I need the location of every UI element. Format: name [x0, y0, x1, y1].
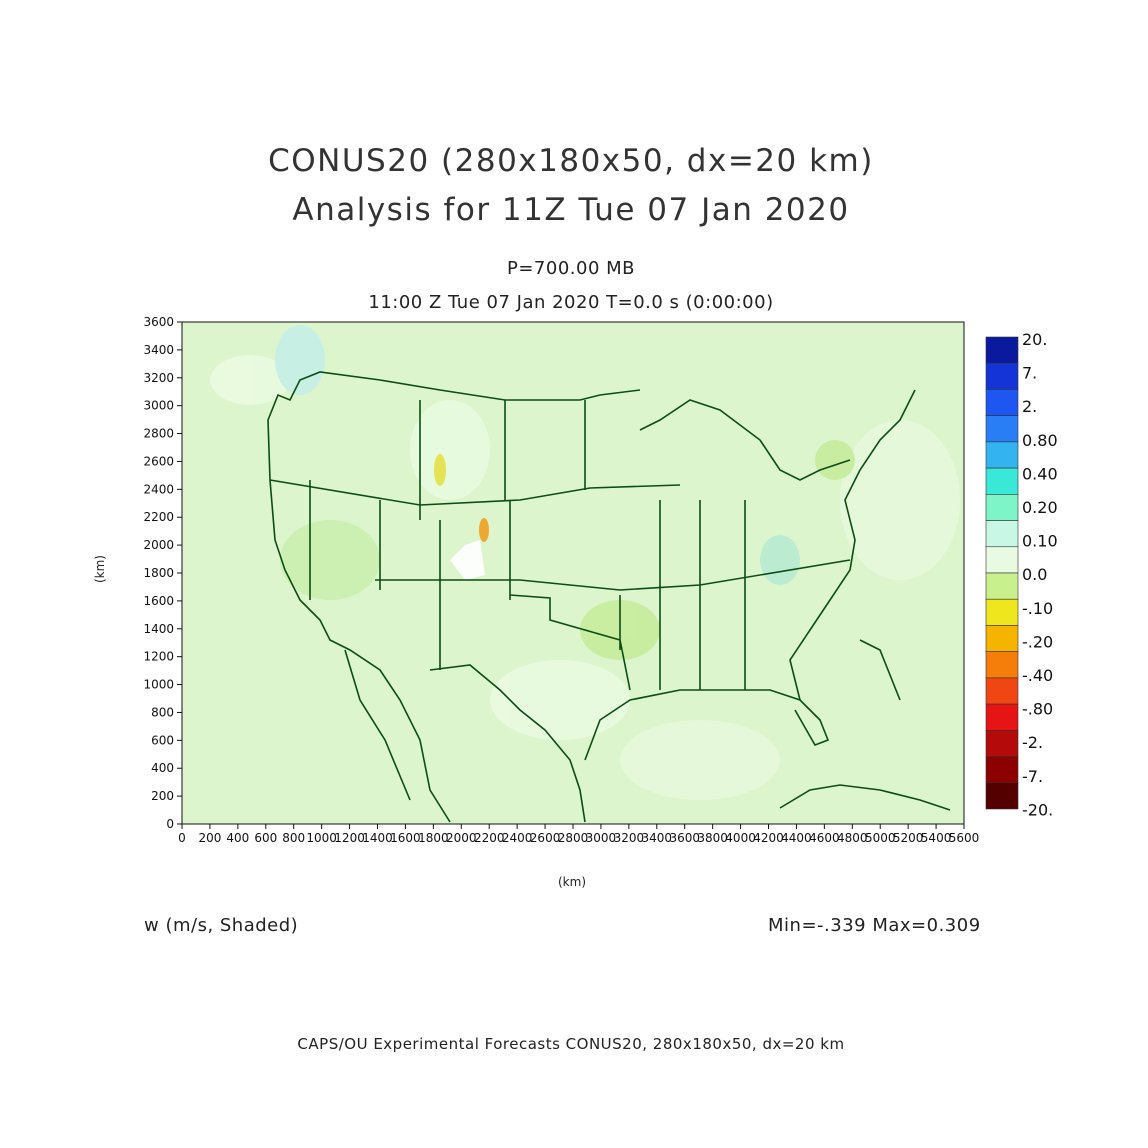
x-axis-ticks: 0 200 400 600 800 100012001400160018002000220…: [178, 824, 979, 845]
y-tick-label: 2800: [143, 427, 174, 441]
x-tick-label: 3600: [669, 831, 700, 845]
x-tick-label: 4600: [809, 831, 840, 845]
x-tick-label: 1600: [390, 831, 421, 845]
y-tick-label: 1200: [143, 650, 174, 664]
colorbar-label: -2.: [1022, 733, 1043, 752]
x-tick-label: 4200: [753, 831, 784, 845]
colorbar-swatch: [985, 415, 1019, 443]
y-tick-label: 200: [151, 789, 174, 803]
colorbar-label: -.40: [1022, 666, 1053, 685]
x-tick-label: 5600: [949, 831, 980, 845]
y-tick-label: 2400: [143, 482, 174, 496]
x-tick-label: 5200: [893, 831, 924, 845]
x-tick-label: 1000: [306, 831, 337, 845]
x-tick-label: 4800: [837, 831, 868, 845]
colorbar: 20. 7. 2. 0.80 0.40 0.20 0.10 0.0 -.10 -.20 -.40 -.…: [985, 330, 1058, 819]
title-line-1: CONUS20 (280x180x50, dx=20 km): [268, 143, 874, 179]
colorbar-label: -20.: [1022, 800, 1053, 819]
x-tick-label: 600: [254, 831, 277, 845]
colorbar-swatch: [985, 389, 1019, 416]
coastlines-borders: [267, 371, 951, 823]
x-tick-label: 5400: [921, 831, 952, 845]
colorbar-label: 2.: [1022, 397, 1037, 416]
x-tick-label: 0: [178, 831, 186, 845]
y-tick-label: 0: [166, 817, 174, 831]
y-tick-label: 2000: [143, 538, 174, 552]
colorbar-label: 0.40: [1022, 464, 1058, 483]
x-tick-label: 1800: [418, 831, 449, 845]
y-tick-label: 600: [151, 733, 174, 747]
colorbar-label: 0.80: [1022, 431, 1058, 450]
x-axis-label: (km): [558, 875, 587, 889]
pressure-level: P=700.00 MB: [506, 258, 636, 279]
y-tick-label: 1800: [143, 566, 174, 580]
colorbar-swatch: [985, 572, 1019, 600]
x-tick-label: 200: [198, 831, 221, 845]
y-tick-label: 3400: [143, 343, 174, 357]
colorbar-label: -.80: [1022, 700, 1053, 719]
colorbar-label: 20.: [1022, 330, 1047, 349]
x-tick-label: 400: [226, 831, 249, 845]
colorbar-swatch: [985, 651, 1019, 679]
colorbar-swatch: [985, 703, 1019, 731]
y-tick-label: 3200: [143, 371, 174, 385]
credits-footer: CAPS/OU Experimental Forecasts CONUS20, …: [297, 1035, 845, 1053]
x-tick-label: 5000: [865, 831, 896, 845]
title-line-2: Analysis for 11Z Tue 07 Jan 2020: [292, 192, 850, 228]
colorbar-label: -.20: [1022, 632, 1053, 651]
colorbar-swatch: [985, 756, 1019, 784]
colorbar-swatch: [985, 467, 1019, 495]
x-tick-label: 2400: [502, 831, 533, 845]
x-tick-label: 3200: [614, 831, 645, 845]
colorbar-label: 0.20: [1022, 498, 1058, 517]
x-tick-label: 1200: [334, 831, 365, 845]
colorbar-swatch: [985, 782, 1019, 810]
colorbar-swatch: [985, 336, 1019, 364]
valid-time: 11:00 Z Tue 07 Jan 2020 T=0.0 s (0:00:00…: [368, 292, 774, 313]
colorbar-swatch: [985, 494, 1019, 521]
y-tick-label: 3000: [143, 399, 174, 413]
colorbar-swatch: [985, 730, 1019, 757]
x-tick-label: 2600: [530, 831, 561, 845]
x-tick-label: 2000: [446, 831, 477, 845]
colorbar-label: 0.10: [1022, 532, 1058, 551]
x-tick-label: 3800: [697, 831, 728, 845]
y-tick-label: 3600: [143, 315, 174, 329]
x-tick-label: 2200: [474, 831, 505, 845]
colorbar-label: 0.0: [1022, 565, 1047, 584]
colorbar-swatch: [985, 677, 1019, 705]
y-tick-label: 2600: [143, 454, 174, 468]
colorbar-label: -.10: [1022, 599, 1053, 618]
x-tick-label: 4400: [781, 831, 812, 845]
x-tick-label: 3000: [586, 831, 617, 845]
x-tick-label: 4000: [725, 831, 756, 845]
min-max-readout: Min=-.339 Max=0.309: [768, 915, 981, 936]
y-tick-label: 1400: [143, 622, 174, 636]
x-tick-label: 1400: [362, 831, 393, 845]
field-label: w (m/s, Shaded): [144, 915, 299, 936]
colorbar-swatch: [985, 598, 1019, 626]
colorbar-swatch: [985, 546, 1019, 574]
x-tick-label: 2800: [558, 831, 589, 845]
y-tick-label: 800: [151, 705, 174, 719]
colorbar-swatch: [985, 625, 1019, 652]
y-tick-label: 400: [151, 761, 174, 775]
colorbar-label: 7.: [1022, 364, 1037, 383]
colorbar-swatch: [985, 362, 1019, 390]
colorbar-swatch: [985, 520, 1019, 548]
y-axis-ticks: 0 200 400 600 800 1000 1200 1400 1600 1800 2000 220…: [143, 315, 182, 831]
colorbar-label: -7.: [1022, 767, 1043, 786]
x-tick-label: 3400: [642, 831, 673, 845]
y-tick-label: 2200: [143, 510, 174, 524]
y-tick-label: 1000: [143, 678, 174, 692]
y-tick-label: 1600: [143, 594, 174, 608]
x-tick-label: 800: [282, 831, 305, 845]
colorbar-swatch: [985, 441, 1019, 469]
